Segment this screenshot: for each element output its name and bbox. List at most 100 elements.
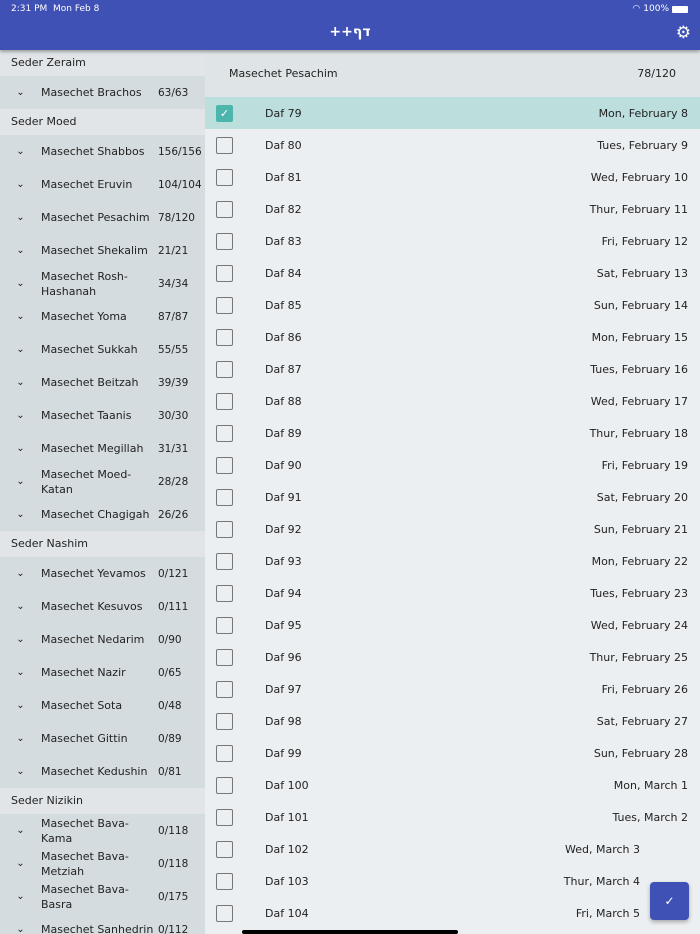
daf-checkbox[interactable]	[216, 424, 233, 442]
chevron-down-icon[interactable]: ⌄	[16, 344, 25, 355]
daf-row[interactable]: Daf 85 Sun, February 14	[205, 289, 700, 321]
chevron-down-icon[interactable]: ⌄	[16, 87, 25, 98]
main-panel[interactable]: Masechet Pesachim 78/120 ✓ Daf 79 Mon, Feb…	[205, 50, 700, 934]
daf-checkbox[interactable]	[216, 296, 233, 314]
daf-checkbox[interactable]	[216, 616, 233, 634]
chevron-down-icon[interactable]: ⌄	[16, 377, 25, 388]
daf-checkbox[interactable]	[216, 712, 233, 730]
daf-row[interactable]: Daf 92 Sun, February 21	[205, 513, 700, 545]
daf-row[interactable]: Daf 89 Thur, February 18	[205, 417, 700, 449]
chevron-down-icon[interactable]: ⌄	[16, 825, 25, 836]
daf-checkbox[interactable]	[216, 232, 233, 250]
sidebar-item-tractate[interactable]: ⌄ Masechet Yevamos 0/121	[0, 557, 205, 590]
chevron-down-icon[interactable]: ⌄	[16, 476, 25, 487]
sidebar-item-tractate[interactable]: ⌄ Masechet Sota 0/48	[0, 689, 205, 722]
daf-checkbox[interactable]	[216, 840, 233, 858]
sidebar-item-tractate[interactable]: ⌄ Masechet Nazir 0/65	[0, 656, 205, 689]
chevron-down-icon[interactable]: ⌄	[16, 568, 25, 579]
sidebar-item-tractate[interactable]: ⌄ Masechet Chagigah 26/26	[0, 498, 205, 531]
daf-checkbox[interactable]	[216, 392, 233, 410]
daf-checkbox[interactable]	[216, 520, 233, 538]
daf-checkbox[interactable]	[216, 488, 233, 506]
daf-row[interactable]: Daf 102 Wed, March 3	[205, 833, 700, 865]
sidebar-item-tractate[interactable]: ⌄ Masechet Sukkah 55/55	[0, 333, 205, 366]
chevron-down-icon[interactable]: ⌄	[16, 700, 25, 711]
daf-row[interactable]: Daf 80 Tues, February 9	[205, 129, 700, 161]
chevron-down-icon[interactable]: ⌄	[16, 891, 25, 902]
chevron-down-icon[interactable]: ⌄	[16, 245, 25, 256]
chevron-down-icon[interactable]: ⌄	[16, 443, 25, 454]
daf-row[interactable]: Daf 101 Tues, March 2	[205, 801, 700, 833]
sidebar-item-tractate[interactable]: ⌄ Masechet Nedarim 0/90	[0, 623, 205, 656]
daf-checkbox[interactable]	[216, 456, 233, 474]
gear-icon[interactable]: ⚙	[675, 23, 691, 43]
daf-checkbox[interactable]	[216, 648, 233, 666]
daf-row[interactable]: Daf 94 Tues, February 23	[205, 577, 700, 609]
mark-done-button[interactable]: ✓	[650, 882, 689, 920]
daf-list[interactable]: ✓ Daf 79 Mon, February 8 Daf 80 Tues, Februa…	[205, 97, 700, 929]
chevron-down-icon[interactable]: ⌄	[16, 601, 25, 612]
daf-checkbox[interactable]	[216, 776, 233, 794]
sidebar-item-tractate[interactable]: ⌄ Masechet Beitzah 39/39	[0, 366, 205, 399]
daf-row[interactable]: Daf 98 Sat, February 27	[205, 705, 700, 737]
daf-checkbox[interactable]	[216, 584, 233, 602]
chevron-down-icon[interactable]: ⌄	[16, 278, 25, 289]
daf-row[interactable]: Daf 90 Fri, February 19	[205, 449, 700, 481]
chevron-down-icon[interactable]: ⌄	[16, 733, 25, 744]
sidebar-item-tractate[interactable]: ⌄ Masechet Sanhedrin 0/112	[0, 913, 205, 934]
daf-row[interactable]: Daf 93 Mon, February 22	[205, 545, 700, 577]
daf-checkbox[interactable]	[216, 360, 233, 378]
daf-checkbox[interactable]	[216, 264, 233, 282]
sidebar-item-tractate[interactable]: ⌄ Masechet Bava-Metziah 0/118	[0, 847, 205, 880]
chevron-down-icon[interactable]: ⌄	[16, 212, 25, 223]
sidebar-item-tractate[interactable]: ⌄ Masechet Yoma 87/87	[0, 300, 205, 333]
daf-row[interactable]: Daf 96 Thur, February 25	[205, 641, 700, 673]
daf-row[interactable]: Daf 83 Fri, February 12	[205, 225, 700, 257]
chevron-down-icon[interactable]: ⌄	[16, 766, 25, 777]
sidebar-item-tractate[interactable]: ⌄ Masechet Moed-Katan 28/28	[0, 465, 205, 498]
chevron-down-icon[interactable]: ⌄	[16, 146, 25, 157]
chevron-down-icon[interactable]: ⌄	[16, 509, 25, 520]
sidebar-item-tractate[interactable]: ⌄ Masechet Shekalim 21/21	[0, 234, 205, 267]
daf-checkbox[interactable]	[216, 328, 233, 346]
daf-checkbox[interactable]	[216, 168, 233, 186]
chevron-down-icon[interactable]: ⌄	[16, 179, 25, 190]
sidebar-item-tractate[interactable]: ⌄ Masechet Shabbos 156/156	[0, 135, 205, 168]
daf-checkbox[interactable]	[216, 680, 233, 698]
daf-checkbox[interactable]: ✓	[216, 104, 233, 122]
sidebar-item-tractate[interactable]: ⌄ Masechet Bava-Basra 0/175	[0, 880, 205, 913]
daf-row[interactable]: Daf 91 Sat, February 20	[205, 481, 700, 513]
sidebar-item-tractate[interactable]: ⌄ Masechet Rosh-Hashanah 34/34	[0, 267, 205, 300]
daf-row[interactable]: Daf 82 Thur, February 11	[205, 193, 700, 225]
sidebar-item-tractate[interactable]: ⌄ Masechet Megillah 31/31	[0, 432, 205, 465]
sidebar-item-tractate[interactable]: ⌄ Masechet Kesuvos 0/111	[0, 590, 205, 623]
daf-checkbox[interactable]	[216, 200, 233, 218]
daf-row[interactable]: Daf 100 Mon, March 1	[205, 769, 700, 801]
daf-checkbox[interactable]	[216, 744, 233, 762]
daf-row[interactable]: Daf 87 Tues, February 16	[205, 353, 700, 385]
sidebar-item-tractate[interactable]: ⌄ Masechet Pesachim 78/120	[0, 201, 205, 234]
chevron-down-icon[interactable]: ⌄	[16, 924, 25, 934]
daf-checkbox[interactable]	[216, 552, 233, 570]
sidebar-item-tractate[interactable]: ⌄ Masechet Eruvin 104/104	[0, 168, 205, 201]
daf-row[interactable]: Daf 104 Fri, March 5	[205, 897, 700, 929]
daf-row[interactable]: Daf 84 Sat, February 13	[205, 257, 700, 289]
daf-row[interactable]: Daf 97 Fri, February 26	[205, 673, 700, 705]
daf-checkbox[interactable]	[216, 808, 233, 826]
daf-checkbox[interactable]	[216, 136, 233, 154]
sidebar[interactable]: Seder Zeraim ⌄ Masechet Brachos 63/63 Seder …	[0, 50, 205, 934]
chevron-down-icon[interactable]: ⌄	[16, 667, 25, 678]
sidebar-item-tractate[interactable]: ⌄ Masechet Gittin 0/89	[0, 722, 205, 755]
daf-row[interactable]: Daf 103 Thur, March 4	[205, 865, 700, 897]
daf-checkbox[interactable]	[216, 872, 233, 890]
daf-checkbox[interactable]	[216, 904, 233, 922]
daf-row[interactable]: Daf 88 Wed, February 17	[205, 385, 700, 417]
daf-row[interactable]: ✓ Daf 79 Mon, February 8	[205, 97, 700, 129]
daf-row[interactable]: Daf 86 Mon, February 15	[205, 321, 700, 353]
sidebar-item-tractate[interactable]: ⌄ Masechet Bava-Kama 0/118	[0, 814, 205, 847]
sidebar-item-tractate[interactable]: ⌄ Masechet Kedushin 0/81	[0, 755, 205, 788]
sidebar-item-tractate[interactable]: ⌄ Masechet Taanis 30/30	[0, 399, 205, 432]
daf-row[interactable]: Daf 99 Sun, February 28	[205, 737, 700, 769]
sidebar-item-tractate[interactable]: ⌄ Masechet Brachos 63/63	[0, 76, 205, 109]
daf-row[interactable]: Daf 95 Wed, February 24	[205, 609, 700, 641]
